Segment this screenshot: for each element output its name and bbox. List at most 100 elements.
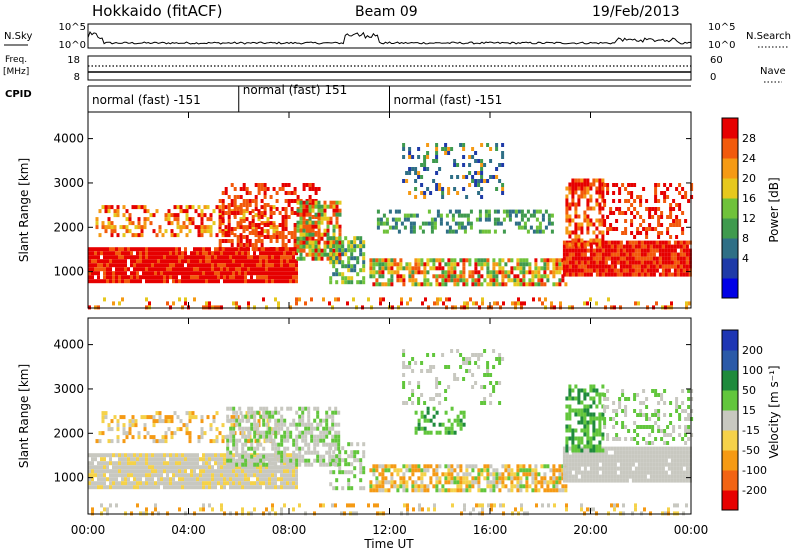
echo-cell (259, 465, 262, 469)
echo-cell (160, 461, 163, 465)
echo-cell (309, 245, 312, 249)
echo-cell (686, 261, 689, 265)
echo-cell (103, 251, 106, 255)
echo-cell (100, 469, 103, 473)
echo-cell (425, 222, 428, 226)
echo-cell (516, 488, 519, 492)
echo-cell (623, 261, 626, 265)
echo-cell (495, 484, 498, 488)
echo-cell (372, 464, 375, 468)
echo-cell (286, 435, 289, 439)
echo-cell (247, 263, 250, 267)
echo-cell (335, 244, 338, 248)
echo-cell (151, 271, 154, 275)
echo-cell (355, 305, 358, 309)
echo-cell (435, 282, 438, 286)
echo-cell (555, 266, 558, 270)
echo-cell (602, 475, 605, 479)
echo-cell (558, 282, 561, 286)
echo-cell (202, 255, 205, 259)
echo-cell (96, 221, 99, 225)
echo-cell (184, 453, 187, 457)
echo-cell (626, 261, 629, 265)
echo-cell (552, 266, 555, 270)
echo-cell (623, 257, 626, 261)
echo-cell (603, 203, 606, 207)
echo-cell (635, 471, 638, 475)
echo-cell (390, 464, 393, 468)
echo-cell (205, 453, 208, 457)
echo-cell (222, 439, 225, 443)
echo-cell (240, 411, 243, 415)
echo-cell (432, 365, 435, 369)
echo-cell (611, 463, 614, 467)
echo-cell (571, 449, 574, 453)
echo-cell (451, 423, 454, 427)
echo-cell (402, 476, 405, 480)
echo-cell (671, 467, 674, 471)
echo-cell (91, 275, 94, 279)
echo-cell (494, 230, 497, 234)
echo-cell (205, 473, 208, 477)
echo-cell (399, 476, 402, 480)
echo-cell (168, 221, 171, 225)
echo-cell (181, 275, 184, 279)
echo-cell (271, 251, 274, 255)
echo-cell (139, 259, 142, 263)
echo-cell (139, 457, 142, 461)
echo-cell (112, 263, 115, 267)
echo-cell (270, 239, 273, 243)
echo-cell (297, 257, 300, 261)
echo-cell (565, 405, 568, 409)
echo-cell (253, 473, 256, 477)
echo-cell (602, 459, 605, 463)
echo-cell (226, 271, 229, 275)
echo-cell (428, 222, 431, 226)
echo-cell (250, 267, 253, 271)
echo-cell (97, 465, 100, 469)
echo-cell (234, 195, 237, 199)
echo-cell (423, 274, 426, 278)
echo-cell (286, 439, 289, 443)
echo-cell (246, 199, 249, 203)
echo-cell (210, 427, 213, 431)
echo-cell (292, 267, 295, 271)
echo-cell (190, 275, 193, 279)
echo-cell (259, 469, 262, 473)
echo-cell (495, 270, 498, 274)
echo-cell (513, 278, 516, 282)
echo-cell (605, 471, 608, 475)
echo-cell (156, 419, 159, 423)
echo-cell (205, 301, 208, 305)
echo-cell (405, 484, 408, 488)
echo-cell (601, 235, 604, 239)
echo-cell (446, 214, 449, 218)
echo-cell (498, 488, 501, 492)
echo-cell (596, 475, 599, 479)
echo-cell (103, 263, 106, 267)
echo-cell (638, 471, 641, 475)
echo-cell (632, 249, 635, 253)
echo-cell (462, 266, 465, 270)
echo-cell (408, 361, 411, 365)
echo-cell (605, 451, 608, 455)
echo-cell (187, 473, 190, 477)
echo-cell (112, 477, 115, 481)
echo-cell (378, 274, 381, 278)
echo-cell (130, 251, 133, 255)
echo-cell (519, 270, 522, 274)
nsearch-label: N.Search (746, 31, 791, 42)
echo-cell (241, 279, 244, 283)
echo-cell (540, 480, 543, 484)
echo-cell (159, 415, 162, 419)
echo-cell (97, 263, 100, 267)
echo-cell (132, 205, 135, 209)
echo-cell (448, 297, 451, 301)
echo-cell (333, 253, 336, 257)
echo-cell (586, 215, 589, 219)
echo-cell (662, 475, 665, 479)
echo-cell (662, 257, 665, 261)
echo-cell (139, 477, 142, 481)
echo-cell (569, 261, 572, 265)
echo-cell (589, 243, 592, 247)
